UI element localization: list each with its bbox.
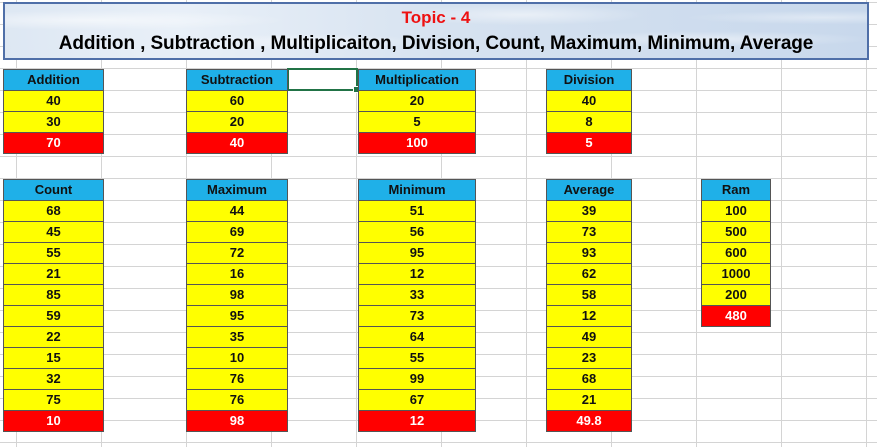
average-value-cell[interactable]: 93: [546, 242, 632, 264]
count-value-cell[interactable]: 68: [3, 200, 104, 222]
multiplication-header-cell[interactable]: Multiplication: [358, 69, 476, 91]
minimum-value-cell[interactable]: 99: [358, 368, 476, 390]
average-value-cell[interactable]: 23: [546, 347, 632, 369]
addition-header-cell[interactable]: Addition: [3, 69, 104, 91]
minimum-value-cell[interactable]: 73: [358, 305, 476, 327]
ram-header-cell[interactable]: Ram: [701, 179, 771, 201]
division-value-cell[interactable]: 40: [546, 90, 632, 112]
maximum-value-cell[interactable]: 10: [186, 347, 288, 369]
count-result-cell[interactable]: 10: [3, 410, 104, 432]
division-table: Division 40 8 5: [546, 69, 632, 154]
ram-value-cell[interactable]: 1000: [701, 263, 771, 285]
minimum-table: Minimum 51 56 95 12 33 73 64 55 99 67 12: [358, 179, 476, 432]
minimum-value-cell[interactable]: 95: [358, 242, 476, 264]
division-header-cell[interactable]: Division: [546, 69, 632, 91]
addition-value-cell[interactable]: 30: [3, 111, 104, 133]
minimum-header-cell[interactable]: Minimum: [358, 179, 476, 201]
ram-table: Ram 100 500 600 1000 200 480: [701, 179, 771, 327]
title-banner: Topic - 4 Addition , Subtraction , Multi…: [3, 2, 869, 60]
ram-value-cell[interactable]: 600: [701, 242, 771, 264]
average-value-cell[interactable]: 73: [546, 221, 632, 243]
minimum-result-cell[interactable]: 12: [358, 410, 476, 432]
count-value-cell[interactable]: 21: [3, 263, 104, 285]
maximum-value-cell[interactable]: 69: [186, 221, 288, 243]
average-value-cell[interactable]: 49: [546, 326, 632, 348]
average-value-cell[interactable]: 21: [546, 389, 632, 411]
average-header-cell[interactable]: Average: [546, 179, 632, 201]
minimum-value-cell[interactable]: 64: [358, 326, 476, 348]
maximum-table: Maximum 44 69 72 16 98 95 35 10 76 76 98: [186, 179, 288, 432]
ram-value-cell[interactable]: 500: [701, 221, 771, 243]
maximum-value-cell[interactable]: 72: [186, 242, 288, 264]
ram-value-cell[interactable]: 200: [701, 284, 771, 306]
maximum-value-cell[interactable]: 35: [186, 326, 288, 348]
addition-table: Addition 40 30 70: [3, 69, 104, 154]
multiplication-table: Multiplication 20 5 100: [358, 69, 476, 154]
average-result-cell[interactable]: 49.8: [546, 410, 632, 432]
count-value-cell[interactable]: 75: [3, 389, 104, 411]
count-value-cell[interactable]: 22: [3, 326, 104, 348]
minimum-value-cell[interactable]: 51: [358, 200, 476, 222]
count-header-cell[interactable]: Count: [3, 179, 104, 201]
average-value-cell[interactable]: 68: [546, 368, 632, 390]
maximum-value-cell[interactable]: 76: [186, 368, 288, 390]
maximum-header-cell[interactable]: Maximum: [186, 179, 288, 201]
minimum-value-cell[interactable]: 33: [358, 284, 476, 306]
subtraction-header-cell[interactable]: Subtraction: [186, 69, 288, 91]
ram-value-cell[interactable]: 100: [701, 200, 771, 222]
ram-result-cell[interactable]: 480: [701, 305, 771, 327]
multiplication-result-cell[interactable]: 100: [358, 132, 476, 154]
minimum-value-cell[interactable]: 67: [358, 389, 476, 411]
count-value-cell[interactable]: 59: [3, 305, 104, 327]
maximum-value-cell[interactable]: 44: [186, 200, 288, 222]
maximum-value-cell[interactable]: 95: [186, 305, 288, 327]
count-value-cell[interactable]: 45: [3, 221, 104, 243]
minimum-value-cell[interactable]: 56: [358, 221, 476, 243]
average-value-cell[interactable]: 39: [546, 200, 632, 222]
division-value-cell[interactable]: 8: [546, 111, 632, 133]
subtraction-table: Subtraction 60 20 40: [186, 69, 288, 154]
division-result-cell[interactable]: 5: [546, 132, 632, 154]
multiplication-value-cell[interactable]: 20: [358, 90, 476, 112]
minimum-value-cell[interactable]: 12: [358, 263, 476, 285]
subtraction-value-cell[interactable]: 20: [186, 111, 288, 133]
average-value-cell[interactable]: 62: [546, 263, 632, 285]
multiplication-value-cell[interactable]: 5: [358, 111, 476, 133]
minimum-value-cell[interactable]: 55: [358, 347, 476, 369]
count-table: Count 68 45 55 21 85 59 22 15 32 75 10: [3, 179, 104, 432]
count-value-cell[interactable]: 15: [3, 347, 104, 369]
topic-subtitle: Addition , Subtraction , Multiplicaiton,…: [58, 33, 814, 54]
maximum-result-cell[interactable]: 98: [186, 410, 288, 432]
selected-cell[interactable]: [287, 68, 360, 93]
average-table: Average 39 73 93 62 58 12 49 23 68 21 49.8: [546, 179, 632, 432]
average-value-cell[interactable]: 12: [546, 305, 632, 327]
maximum-value-cell[interactable]: 98: [186, 284, 288, 306]
subtraction-value-cell[interactable]: 60: [186, 90, 288, 112]
average-value-cell[interactable]: 58: [546, 284, 632, 306]
subtraction-result-cell[interactable]: 40: [186, 132, 288, 154]
addition-result-cell[interactable]: 70: [3, 132, 104, 154]
count-value-cell[interactable]: 85: [3, 284, 104, 306]
topic-title: Topic - 4: [401, 8, 471, 27]
addition-value-cell[interactable]: 40: [3, 90, 104, 112]
maximum-value-cell[interactable]: 76: [186, 389, 288, 411]
count-value-cell[interactable]: 55: [3, 242, 104, 264]
count-value-cell[interactable]: 32: [3, 368, 104, 390]
maximum-value-cell[interactable]: 16: [186, 263, 288, 285]
